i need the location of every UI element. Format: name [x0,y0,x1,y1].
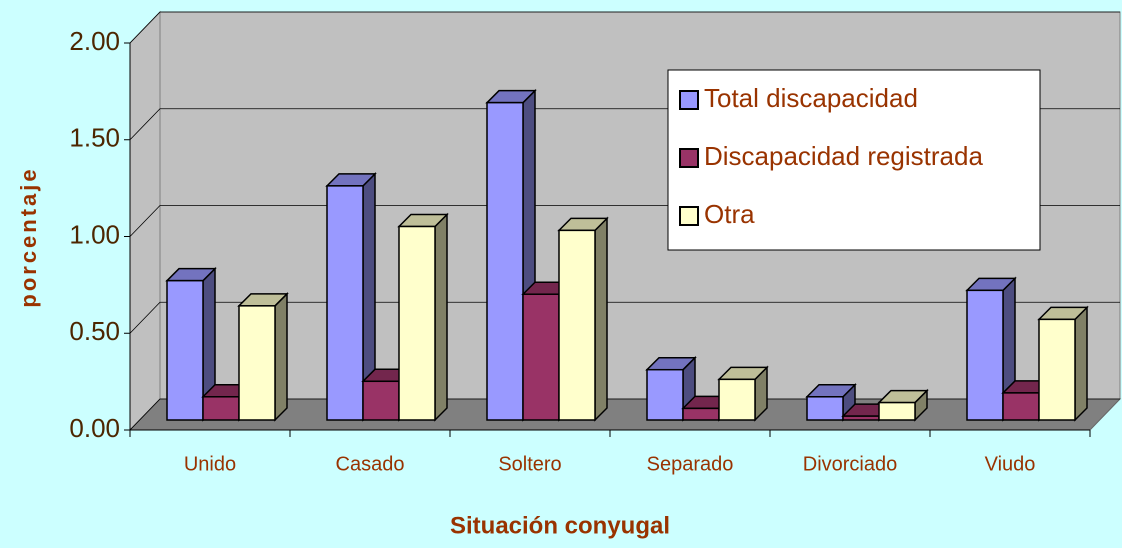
bar-front [646,368,684,421]
legend-label: Discapacidad registrada [704,141,983,171]
bar [237,292,289,422]
legend-label: Total discapacidad [704,83,918,113]
bar-side [1074,305,1088,422]
y-tick-label: 1.50 [69,123,120,153]
bar-front [1038,318,1076,421]
x-tick-label: Casado [336,453,405,475]
bar [397,212,449,422]
legend-swatch [679,148,699,168]
legend-label: Otra [704,199,755,229]
bar [717,365,769,422]
legend-box [667,69,1041,251]
x-tick-label: Separado [647,453,734,475]
y-axis-title: porcentaje [16,166,41,307]
bar [1037,305,1089,422]
x-axis-title: Situación conyugal [450,512,670,539]
legend-swatch [679,206,699,226]
bar [805,382,857,422]
bar-front [718,378,756,421]
bar-side [274,292,288,422]
bar [165,266,217,422]
x-tick-label: Viudo [985,453,1036,475]
y-tick-label: 0.00 [69,413,120,443]
bar-front [326,185,364,421]
bar [877,388,929,422]
legend-swatch [679,90,699,110]
bar-front [966,289,1004,421]
y-tick-label: 2.00 [69,26,120,56]
bar-front [522,293,560,421]
legend: Total discapacidad Discapacidad registrad… [667,69,1041,251]
y-tick-label: 0.50 [69,316,120,346]
bar-front [558,229,596,421]
bar-side [594,216,608,422]
x-tick-label: Soltero [498,453,561,475]
grid-line [129,301,1120,334]
bar-front [486,101,524,421]
grid-line [129,11,1120,44]
bar-front [806,396,844,421]
y-tick-label: 1.00 [69,219,120,249]
bar-front [682,407,720,421]
x-tick-label: Divorciado [803,453,897,475]
bar-front [238,305,276,421]
x-tick-label: Unido [184,453,236,475]
bar-front [166,279,204,421]
bar-front [398,225,436,421]
bar [557,216,609,422]
bar-front [878,401,916,421]
bar [325,172,377,422]
bar-front [202,396,240,421]
grid-line [129,398,1120,431]
bar-front [842,415,880,421]
bar-front [1002,392,1040,421]
bar-side [434,212,448,422]
bar-front [362,380,400,421]
